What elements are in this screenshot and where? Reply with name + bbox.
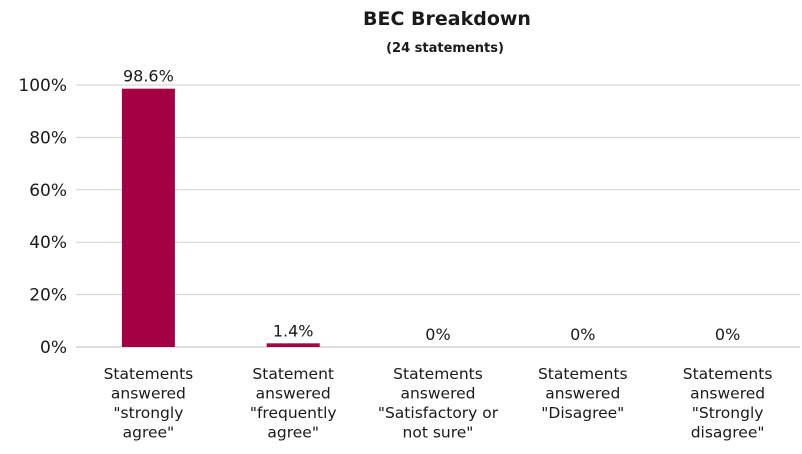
gridlines [76, 84, 800, 348]
bar-2 [266, 343, 320, 347]
chart-subtitle: (24 statements) [386, 41, 504, 56]
y-tick-label-0: 0% [40, 338, 67, 358]
y-tick-label-40: 40% [29, 233, 67, 253]
data-label-4: 0% [570, 325, 595, 344]
y-axis-ticks: 0% 20% 40% 60% 80% 100% [18, 76, 67, 358]
category-label-4: Statements answered "Disagree" [538, 365, 628, 422]
data-label-1: 98.6% [123, 67, 174, 86]
data-label-2: 1.4% [273, 321, 314, 340]
bar-1 [121, 88, 175, 347]
data-label-3: 0% [425, 325, 450, 344]
y-tick-label-80: 80% [29, 128, 67, 148]
chart-title: BEC Breakdown [363, 8, 531, 30]
category-label-1: Statements answered "strongly agree" [104, 365, 194, 442]
y-tick-label-100: 100% [18, 76, 67, 96]
data-label-5: 0% [715, 325, 740, 344]
y-tick-label-20: 20% [29, 286, 67, 306]
category-label-3: Statements answered "Satisfactory or not su… [378, 365, 499, 442]
x-axis-categories: Statements answered "strongly agree" Stateme… [104, 365, 773, 442]
category-label-2: Statement answered "frequently agree" [250, 365, 337, 442]
y-tick-label-60: 60% [29, 181, 67, 201]
data-labels: 98.6% 1.4% 0% 0% 0% [123, 67, 740, 344]
category-label-5: Statements answered "Strongly disagree" [683, 365, 773, 442]
bars [121, 88, 320, 347]
